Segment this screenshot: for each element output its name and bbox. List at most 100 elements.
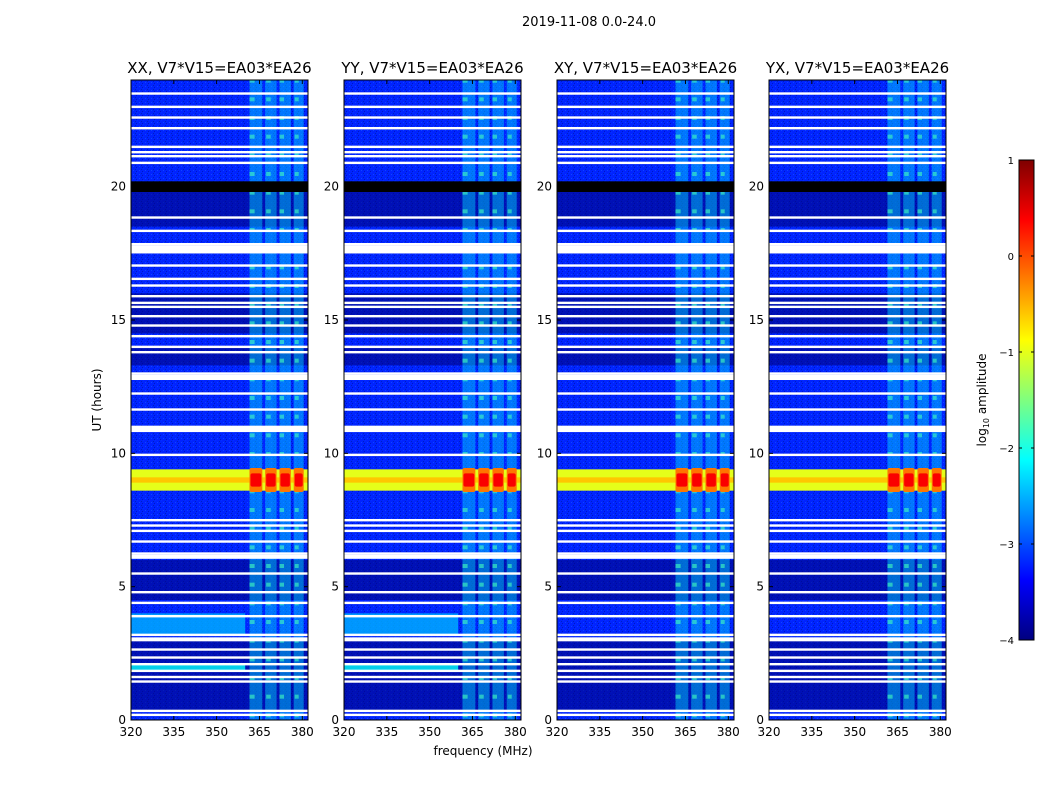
rfi-streak bbox=[492, 564, 498, 568]
rfi-streak bbox=[507, 340, 512, 344]
rfi-streak bbox=[692, 302, 697, 307]
rfi-streak bbox=[720, 97, 725, 102]
panel-title: YY, V7*V15=EA03*EA26 bbox=[340, 59, 523, 77]
flagged-row bbox=[769, 680, 946, 683]
rfi-streak bbox=[462, 97, 468, 102]
rfi-streak bbox=[720, 414, 725, 419]
rfi-streak bbox=[904, 526, 909, 531]
flagged-row bbox=[131, 529, 308, 533]
rfi-streak bbox=[479, 358, 484, 363]
rfi-streak bbox=[904, 340, 909, 344]
rfi-streak bbox=[720, 657, 725, 662]
rfi-streak bbox=[692, 526, 697, 531]
rfi-streak bbox=[266, 414, 271, 419]
flagged-row bbox=[344, 243, 521, 246]
flagged-row bbox=[557, 277, 734, 281]
flagged-row bbox=[131, 601, 308, 605]
flagged-row bbox=[557, 591, 734, 594]
rfi-streak bbox=[294, 564, 299, 568]
panel-frame bbox=[768, 79, 947, 721]
flagged-block bbox=[557, 428, 734, 432]
flagged-row bbox=[769, 145, 946, 149]
rfi-streak bbox=[917, 358, 923, 363]
rfi-streak bbox=[249, 80, 255, 83]
rfi-streak bbox=[720, 694, 725, 699]
rfi-streak bbox=[675, 414, 681, 419]
rfi-streak bbox=[266, 209, 271, 214]
flagged-row bbox=[131, 216, 308, 219]
rfi-streak bbox=[492, 620, 498, 624]
rfi-subband bbox=[917, 80, 929, 720]
flagged-row bbox=[769, 229, 946, 233]
flagged-row bbox=[344, 529, 521, 533]
flagged-row bbox=[769, 425, 946, 429]
rfi-streak bbox=[279, 526, 285, 531]
y-tick-label: 5 bbox=[331, 580, 339, 594]
rfi-streak bbox=[692, 433, 697, 438]
rfi-streak bbox=[479, 172, 484, 176]
flagged-row bbox=[344, 92, 521, 95]
flagged-row bbox=[769, 552, 946, 555]
rfi-streak bbox=[462, 526, 468, 531]
rfi-streak bbox=[675, 80, 681, 83]
y-tick-label: 5 bbox=[756, 580, 764, 594]
rfi-streak bbox=[705, 265, 711, 270]
rfi-streak bbox=[462, 80, 468, 83]
rfi-streak bbox=[917, 396, 923, 400]
rfi-streak bbox=[932, 321, 937, 326]
rfi-streak bbox=[279, 620, 285, 624]
rfi-streak bbox=[705, 582, 711, 587]
y-tick-label: 15 bbox=[111, 313, 126, 327]
rfi-streak bbox=[675, 564, 681, 568]
rfi-streak bbox=[904, 414, 909, 419]
flagged-row bbox=[131, 243, 308, 246]
x-tick-label: 365 bbox=[248, 725, 271, 739]
flagged-row bbox=[557, 540, 734, 543]
rfi-streak bbox=[904, 134, 909, 139]
rfi-streak bbox=[249, 302, 255, 307]
flagged-row bbox=[344, 277, 521, 281]
flagged-row bbox=[344, 155, 521, 158]
rfi-streak bbox=[462, 340, 468, 344]
flagged-row bbox=[344, 301, 521, 305]
flagged-row bbox=[344, 663, 521, 666]
flagged-row bbox=[769, 572, 946, 575]
flagged-row bbox=[344, 264, 521, 267]
rfi-streak bbox=[507, 526, 512, 531]
rfi-streak bbox=[492, 340, 498, 344]
rfi-streak bbox=[462, 582, 468, 587]
event-peak bbox=[463, 473, 475, 487]
rfi-streak bbox=[904, 302, 909, 307]
rfi-streak bbox=[249, 526, 255, 531]
colorbar-gradient bbox=[1018, 159, 1035, 641]
rfi-streak bbox=[675, 134, 681, 139]
rfi-streak bbox=[266, 396, 271, 400]
rfi-streak bbox=[887, 433, 893, 438]
rfi-streak bbox=[932, 340, 937, 344]
flagged-block bbox=[344, 637, 521, 642]
rfi-streak bbox=[705, 620, 711, 624]
flagged-row bbox=[557, 301, 734, 305]
colorbar: −4 −3 −2 −1 0 1 log10 amplitude bbox=[975, 156, 1035, 647]
flagged-block bbox=[131, 637, 308, 642]
rfi-streak bbox=[479, 564, 484, 568]
rfi-streak bbox=[279, 172, 285, 176]
rfi-subband bbox=[887, 80, 901, 720]
flagged-row bbox=[557, 264, 734, 267]
rfi-streak bbox=[479, 526, 484, 531]
rfi-streak bbox=[249, 433, 255, 438]
y-tick-label: 20 bbox=[111, 180, 126, 194]
flagged-row bbox=[131, 680, 308, 683]
flagged-row bbox=[557, 127, 734, 130]
rfi-streak bbox=[279, 657, 285, 662]
flagged-row bbox=[131, 648, 308, 651]
flagged-row bbox=[557, 453, 734, 457]
rfi-streak bbox=[279, 582, 285, 587]
rfi-streak bbox=[462, 172, 468, 176]
rfi-streak bbox=[294, 97, 299, 102]
rfi-streak bbox=[675, 190, 681, 195]
rfi-streak bbox=[887, 97, 893, 102]
rfi-streak bbox=[462, 190, 468, 195]
rfi-streak bbox=[692, 190, 697, 195]
